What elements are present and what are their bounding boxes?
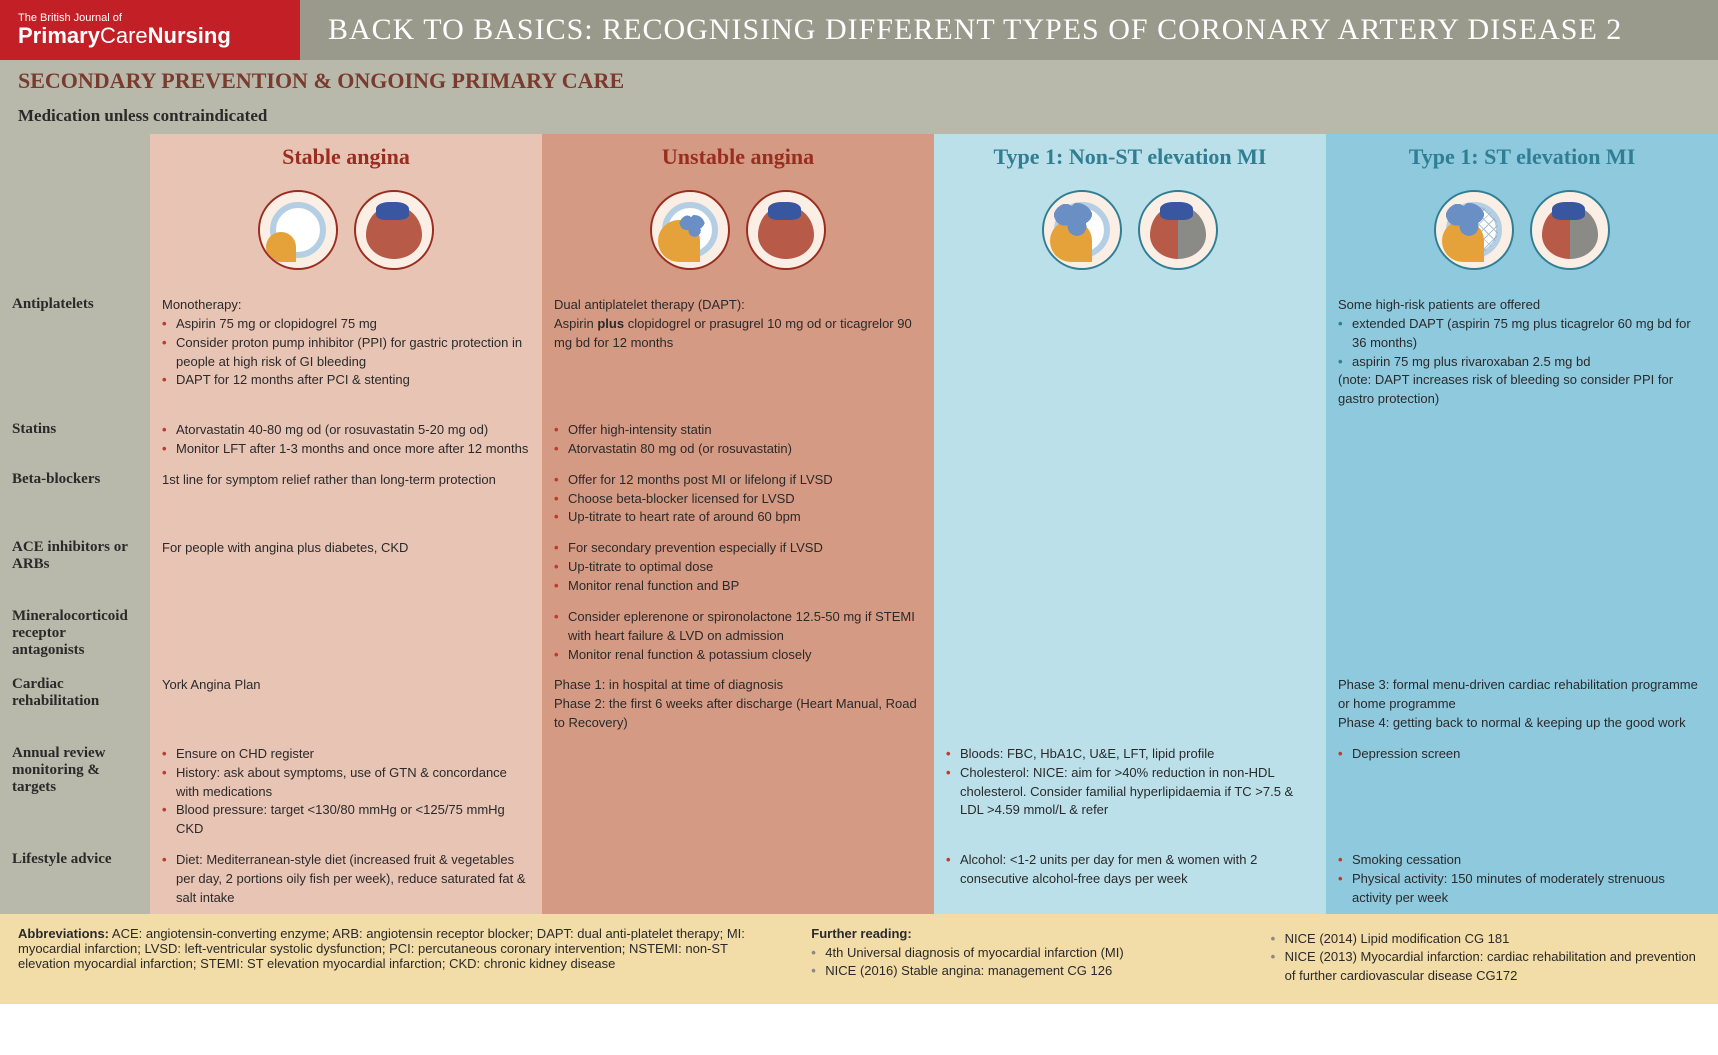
artery-icon (650, 190, 730, 270)
corner-cell (0, 134, 150, 176)
note-text: (note: DAPT increases risk of bleeding s… (1338, 371, 1706, 409)
row-rehab: Cardiac rehabilitation York Angina Plan … (0, 670, 1718, 739)
bullet-list: Ensure on CHD register History: ask abou… (162, 745, 530, 839)
col-header-nstemi: Type 1: Non-ST elevation MI (934, 134, 1326, 176)
bullet-list: Atorvastatin 40-80 mg od (or rosuvastati… (162, 421, 530, 459)
brand-block: The British Journal of PrimaryCareNursin… (0, 0, 300, 60)
header-row: Stable angina Unstable angina Type 1: No… (0, 134, 1718, 176)
row-ace-arbs: ACE inhibitors or ARBs For people with a… (0, 533, 1718, 602)
bullet-list: Bloods: FBC, HbA1C, U&E, LFT, lipid prof… (946, 745, 1314, 820)
row-label: ACE inhibitors or ARBs (0, 533, 150, 602)
lead-text: Some high-risk patients are offered (1338, 296, 1706, 315)
bullet-list: For secondary prevention especially if L… (554, 539, 922, 596)
page-title: BACK TO BASICS: RECOGNISING DIFFERENT TY… (300, 0, 1718, 60)
body-text: 1st line for symptom relief rather than … (150, 465, 542, 534)
row-statins: Statins Atorvastatin 40-80 mg od (or ros… (0, 415, 1718, 465)
further-reading-2: NICE (2014) Lipid modification CG 181 NI… (1271, 926, 1700, 987)
heart-icon (1530, 190, 1610, 270)
row-label: Cardiac rehabilitation (0, 670, 150, 739)
bullet-list: extended DAPT (aspirin 75 mg plus ticagr… (1338, 315, 1706, 372)
artery-icon (1434, 190, 1514, 270)
page: The British Journal of PrimaryCareNursin… (0, 0, 1718, 1004)
icon-row (0, 176, 1718, 290)
comparison-grid: Stable angina Unstable angina Type 1: No… (0, 134, 1718, 914)
section-subheading: Medication unless contraindicated (0, 102, 1718, 134)
row-antiplatelets: Antiplatelets Monotherapy: Aspirin 75 mg… (0, 290, 1718, 415)
body-text: For people with angina plus diabetes, CK… (150, 533, 542, 602)
reading-list: 4th Universal diagnosis of myocardial in… (811, 944, 1240, 982)
bullet-list: Offer high-intensity statin Atorvastatin… (554, 421, 922, 459)
bullet-list: Aspirin 75 mg or clopidogrel 75 mg Consi… (162, 315, 530, 390)
footer-box: Abbreviations: ACE: angiotensin-converti… (0, 914, 1718, 1005)
lead-text: Dual antiplatelet therapy (DAPT): (554, 296, 922, 315)
body-text: Aspirin plus clopidogrel or prasugrel 10… (554, 315, 922, 353)
bullet-list: Consider eplerenone or spironolactone 12… (554, 608, 922, 665)
artery-icon (1042, 190, 1122, 270)
row-mra: Mineralocorticoid receptor antagonists C… (0, 602, 1718, 671)
row-label: Lifestyle advice (0, 845, 150, 914)
further-reading-1: Further reading: 4th Universal diagnosis… (811, 926, 1240, 987)
abbreviations: Abbreviations: ACE: angiotensin-converti… (18, 926, 781, 987)
row-label: Statins (0, 415, 150, 465)
reading-list: NICE (2014) Lipid modification CG 181 NI… (1271, 930, 1700, 987)
row-beta-blockers: Beta-blockers 1st line for symptom relie… (0, 465, 1718, 534)
bullet-list: Offer for 12 months post MI or lifelong … (554, 471, 922, 528)
brand-title: PrimaryCareNursing (18, 24, 300, 47)
bullet-list: Diet: Mediterranean-style diet (increase… (162, 851, 530, 908)
lead-text: Monotherapy: (162, 296, 530, 315)
row-label: Beta-blockers (0, 465, 150, 534)
bullet-list: Smoking cessation Physical activity: 150… (1338, 851, 1706, 908)
bullet-list: Depression screen (1338, 745, 1706, 764)
heart-icon (354, 190, 434, 270)
col-header-stable: Stable angina (150, 134, 542, 176)
row-annual-review: Annual review monitoring & targets Ensur… (0, 739, 1718, 845)
row-lifestyle: Lifestyle advice Diet: Mediterranean-sty… (0, 845, 1718, 914)
row-label: Mineralocorticoid receptor antagonists (0, 602, 150, 671)
banner: The British Journal of PrimaryCareNursin… (0, 0, 1718, 60)
col-header-stemi: Type 1: ST elevation MI (1326, 134, 1718, 176)
artery-icon (258, 190, 338, 270)
bullet-list: Alcohol: <1-2 units per day for men & wo… (946, 851, 1314, 889)
row-label: Annual review monitoring & targets (0, 739, 150, 845)
heart-icon (746, 190, 826, 270)
col-header-unstable: Unstable angina (542, 134, 934, 176)
body-text: York Angina Plan (150, 670, 542, 739)
row-label: Antiplatelets (0, 290, 150, 415)
section-heading: SECONDARY PREVENTION & ONGOING PRIMARY C… (0, 60, 1718, 102)
heart-icon (1138, 190, 1218, 270)
